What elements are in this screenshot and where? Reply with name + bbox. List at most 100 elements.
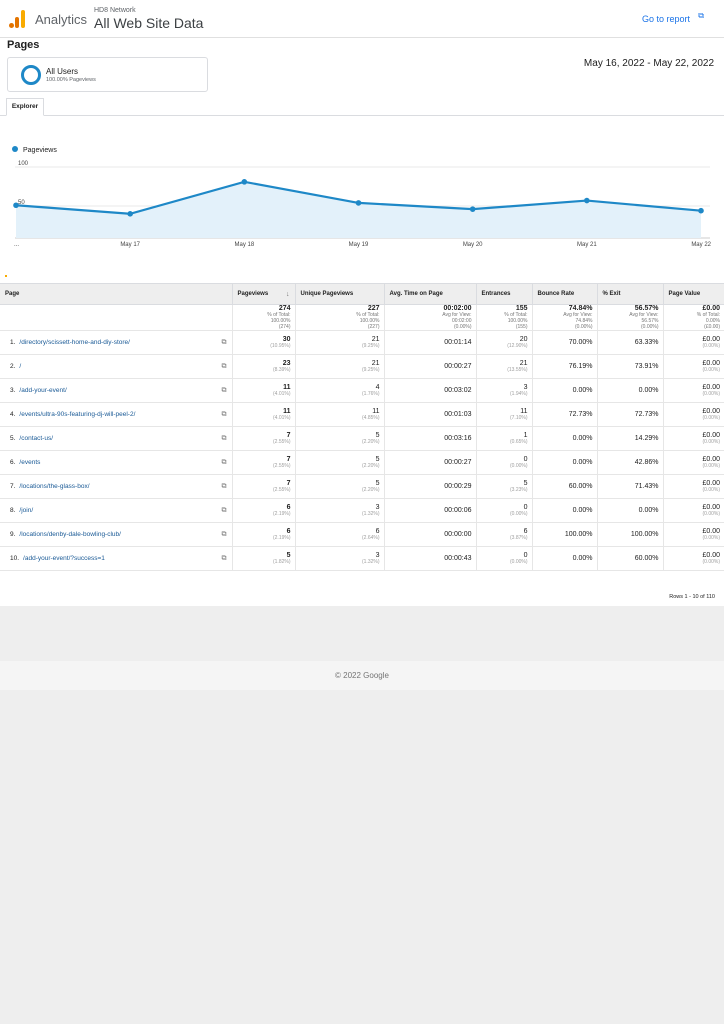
- totals-value: 274: [278, 305, 291, 312]
- entrances-cell: 1 (0.65%): [476, 426, 533, 451]
- data-point[interactable]: [469, 206, 476, 212]
- col-header-pageviews[interactable]: Pageviews ↓: [232, 283, 296, 305]
- page-link[interactable]: /directory/scissett-home-and-diy-store/: [19, 338, 130, 346]
- avg-time-value: 00:00:27: [444, 459, 472, 466]
- bounce-rate-cell: 60.00%: [532, 474, 598, 499]
- page-value-value: £0.00: [702, 552, 720, 559]
- totals-line-1: % of Total:: [267, 312, 291, 318]
- x-tick-label: May 20: [463, 242, 483, 248]
- col-header-unique-pageviews[interactable]: Unique Pageviews: [295, 283, 385, 305]
- pageviews-cell: 11 (4.01%): [232, 402, 296, 427]
- totals-line-2: 100.00%: [359, 318, 380, 324]
- open-page-icon[interactable]: ⧉: [221, 458, 227, 466]
- page-link[interactable]: /locations/denby-dale-bowling-club/: [19, 530, 121, 538]
- unique-pageviews-pct: (4.85%): [361, 415, 380, 421]
- entrances-cell: 0 (0.00%): [476, 546, 533, 571]
- page-value-cell: £0.00 (0.00%): [663, 402, 724, 427]
- pageviews-cell: 7 (2.55%): [232, 474, 296, 499]
- data-point[interactable]: [127, 211, 133, 217]
- page-link[interactable]: /add-your-event/: [19, 386, 67, 394]
- table-row: 9./locations/denby-dale-bowling-club/ ⧉ 6(…: [0, 522, 724, 547]
- marker-dot: [5, 275, 7, 277]
- entrances-cell: 5 (3.23%): [476, 474, 533, 499]
- totals-cell: £0.00% of Total: 0.00% (£0.00): [663, 304, 724, 331]
- app-name[interactable]: Analytics: [35, 12, 88, 27]
- page-link[interactable]: /join/: [19, 506, 34, 514]
- page-value-cell: £0.00 (0.00%): [663, 522, 724, 547]
- totals-value: 00:02:00: [443, 305, 472, 312]
- open-page-icon[interactable]: ⧉: [221, 338, 227, 346]
- page-link[interactable]: /contact-us/: [19, 434, 54, 442]
- property-name[interactable]: All Web Site Data: [94, 15, 204, 31]
- open-page-icon[interactable]: ⧉: [221, 482, 227, 490]
- col-header-entrances[interactable]: Entrances: [476, 283, 533, 305]
- avg-time-cell: 00:01:03: [384, 402, 477, 427]
- entrances-value: 0: [523, 552, 528, 559]
- open-page-icon[interactable]: ⧉: [221, 410, 227, 418]
- date-range[interactable]: May 16, 2022 - May 22, 2022: [583, 58, 714, 69]
- avg-time-value: 00:00:29: [444, 483, 472, 490]
- entrances-value: 0: [523, 456, 528, 463]
- chart-legend[interactable]: Pageviews: [12, 146, 57, 154]
- open-page-icon[interactable]: ⧉: [221, 386, 227, 394]
- page-value-value: £0.00: [702, 360, 720, 367]
- exit-cell: 14.29%: [597, 426, 664, 451]
- exit-cell: 0.00%: [597, 498, 664, 523]
- page-value-pct: (0.00%): [702, 415, 720, 421]
- exit-value: 14.29%: [634, 435, 659, 442]
- data-point[interactable]: [241, 179, 248, 185]
- page-value-pct: (0.00%): [702, 439, 720, 445]
- go-to-report-link[interactable]: Go to report: [641, 14, 690, 24]
- open-page-icon[interactable]: ⧉: [221, 506, 227, 514]
- exit-value: 0.00%: [638, 387, 659, 394]
- open-page-icon[interactable]: ⧉: [221, 362, 227, 370]
- segment-name: All Users: [46, 67, 79, 76]
- col-header-page[interactable]: Page: [0, 283, 233, 305]
- pageviews-pct: (2.55%): [272, 463, 291, 469]
- open-page-icon[interactable]: ⧉: [221, 530, 227, 538]
- totals-line-3: (0.00%): [640, 324, 659, 330]
- col-header-exit[interactable]: % Exit: [597, 283, 664, 305]
- row-index: 7.: [10, 482, 16, 490]
- pageviews-pct: (1.82%): [272, 559, 291, 565]
- segment-card[interactable]: All Users 100.00% Pageviews: [7, 57, 208, 92]
- totals-value: 155: [515, 305, 528, 312]
- pageviews-cell: 6 (2.19%): [232, 522, 296, 547]
- data-point[interactable]: [355, 200, 362, 206]
- page-link[interactable]: /locations/the-glass-box/: [19, 482, 90, 490]
- unique-pageviews-value: 21: [371, 336, 380, 343]
- totals-label: [0, 304, 233, 331]
- sort-desc-icon[interactable]: ↓: [286, 290, 290, 298]
- avg-time-value: 00:03:16: [444, 435, 472, 442]
- entrances-value: 1: [523, 432, 528, 439]
- col-header-page-value[interactable]: Page Value: [663, 283, 724, 305]
- row-index: 9.: [10, 530, 16, 538]
- data-point[interactable]: [13, 202, 19, 209]
- open-page-icon[interactable]: ⧉: [221, 434, 227, 442]
- open-page-icon[interactable]: ⧉: [221, 554, 227, 562]
- entrances-pct: (0.00%): [509, 511, 528, 517]
- entrances-cell: 11 (7.10%): [476, 402, 533, 427]
- col-header-bounce-rate[interactable]: Bounce Rate: [532, 283, 598, 305]
- totals-cell: 227% of Total: 100.00% (227): [295, 304, 385, 331]
- x-tick-label: May 22: [691, 242, 711, 248]
- table-header-row: Page Pageviews ↓ Unique Pageviews Avg. Ti…: [0, 283, 724, 305]
- unique-pageviews-cell: 6 (2.64%): [295, 522, 385, 547]
- totals-line-1: % of Total:: [356, 312, 380, 318]
- row-index: 6.: [10, 458, 16, 466]
- external-link-icon[interactable]: ⧉: [698, 11, 704, 20]
- data-point[interactable]: [698, 207, 704, 214]
- page-link[interactable]: /add-your-event/?success=1: [23, 554, 105, 562]
- page-link[interactable]: /events: [19, 458, 41, 466]
- pageviews-cell: 7 (2.55%): [232, 450, 296, 475]
- page-title: Pages: [7, 39, 40, 51]
- page-cell: 10./add-your-event/?success=1 ⧉: [0, 546, 233, 571]
- analytics-logo-icon[interactable]: [9, 10, 25, 28]
- tab-explorer[interactable]: Explorer: [6, 98, 44, 116]
- data-point[interactable]: [584, 197, 590, 204]
- page-link[interactable]: /: [19, 362, 22, 370]
- account-name[interactable]: HD8 Network: [94, 7, 136, 14]
- page-value-value: £0.00: [702, 456, 720, 463]
- page-link[interactable]: /events/ultra-90s-featuring-dj-will-peel…: [19, 410, 136, 418]
- col-header-avg-time[interactable]: Avg. Time on Page: [384, 283, 477, 305]
